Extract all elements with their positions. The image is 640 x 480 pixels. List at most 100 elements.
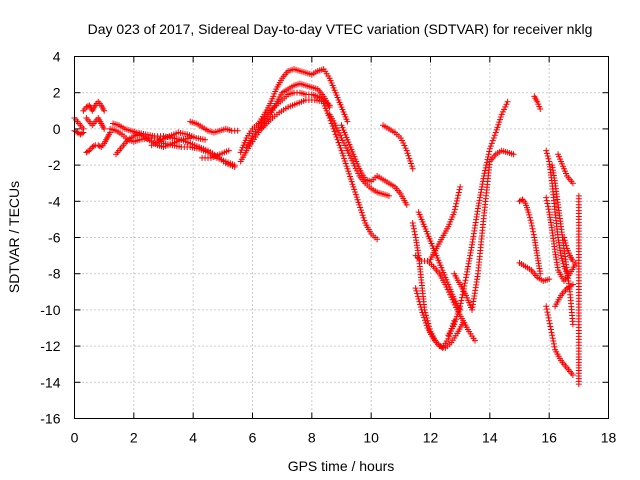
data-point-marker (526, 211, 533, 218)
data-point-marker (545, 314, 552, 321)
x-tick-label: 16 (541, 430, 557, 446)
y-tick-label: 0 (53, 121, 61, 137)
data-point-marker (344, 118, 351, 125)
data-point-marker (502, 103, 509, 110)
data-point-marker (455, 189, 462, 196)
data-point-marker (461, 280, 468, 287)
data-point-marker (346, 152, 353, 159)
y-tick-label: -12 (40, 338, 60, 354)
data-point-marker (334, 127, 341, 134)
data-point-marker (414, 293, 421, 300)
data-point-marker (451, 209, 458, 216)
data-point-marker (374, 236, 381, 243)
data-point-marker (422, 319, 429, 326)
data-point-marker (561, 234, 567, 241)
data-point-marker (489, 137, 496, 144)
data-point-marker (544, 203, 551, 210)
data-point-marker (331, 128, 338, 135)
x-tick-label: 18 (601, 430, 617, 446)
x-tick-label: 4 (189, 430, 197, 446)
data-point-marker (543, 147, 550, 154)
data-point-marker (333, 134, 340, 141)
y-tick-label: 4 (53, 49, 61, 65)
data-point-marker (453, 200, 460, 207)
data-point-marker (421, 314, 428, 321)
data-point-marker (419, 309, 426, 316)
data-point-marker (452, 203, 459, 210)
data-point-marker (575, 381, 582, 388)
data-point-marker (544, 200, 551, 207)
data-point-marker (96, 143, 103, 150)
data-point-marker (543, 306, 550, 313)
data-point-marker (417, 301, 424, 308)
data-point-marker (418, 306, 425, 313)
data-point-marker (497, 116, 504, 123)
data-point-marker (423, 322, 430, 329)
data-point-marker (530, 228, 537, 235)
data-point-marker (353, 194, 360, 201)
data-point-marker (339, 150, 346, 157)
data-point-marker (90, 143, 97, 150)
data-point-marker (407, 157, 414, 164)
data-point-marker (360, 214, 367, 221)
data-point-marker (546, 317, 553, 324)
data-point-marker (343, 145, 350, 152)
data-point-marker (458, 297, 465, 304)
data-point-marker (569, 281, 576, 288)
data-point-marker (487, 143, 494, 150)
data-point-marker (543, 303, 550, 310)
data-point-marker (545, 155, 552, 162)
data-point-marker (472, 337, 478, 344)
data-point-marker (457, 300, 464, 307)
data-point-marker (352, 191, 359, 198)
axis-ticks: 0 2 4 6 8 10 12 14 16 18 -16 -14 -12 -10 -8 -6 -4 -2 0 2 4 (40, 49, 616, 446)
data-point-marker (404, 150, 411, 157)
data-point-marker (345, 168, 352, 175)
data-point-marker (547, 326, 554, 333)
data-point-marker (454, 195, 461, 202)
data-point-marker (406, 155, 413, 162)
data-point-marker (451, 206, 458, 213)
data-point-marker (333, 124, 340, 131)
data-point-marker (549, 335, 556, 342)
data-point-marker (497, 114, 504, 121)
data-point-marker (334, 136, 341, 143)
data-point-marker (569, 372, 576, 379)
data-point-marker (457, 303, 464, 310)
data-point-marker (485, 153, 492, 160)
y-tick-label: -14 (40, 374, 60, 390)
data-point-marker (537, 105, 544, 112)
data-point-marker (510, 151, 517, 158)
data-point-marker (349, 181, 356, 188)
data-point-marker (493, 126, 500, 133)
data-point-marker (342, 142, 349, 149)
data-point-marker (550, 340, 557, 347)
data-point-marker (337, 132, 344, 139)
data-point-marker (330, 125, 337, 132)
data-point-marker (501, 106, 508, 113)
data-point-marker (460, 319, 467, 326)
data-point-marker (563, 242, 570, 249)
data-point-marker (358, 209, 365, 216)
data-point-marker (551, 343, 558, 350)
data-point-marker (202, 136, 209, 143)
data-point-marker (546, 276, 553, 283)
data-point-marker (543, 150, 550, 157)
data-point-marker (344, 165, 351, 172)
data-point-marker (326, 102, 333, 109)
data-point-marker (549, 332, 556, 339)
y-tick-label: -10 (40, 302, 60, 318)
data-point-marker (342, 160, 349, 167)
data-point-marker (402, 145, 409, 152)
data-point-marker (491, 132, 498, 139)
data-point-marker (569, 321, 576, 328)
data-point-marker (544, 153, 551, 160)
data-point-marker (409, 165, 416, 172)
data-point-marker (231, 163, 238, 170)
data-point-marker (558, 255, 565, 262)
x-tick-label: 6 (249, 430, 257, 446)
data-point-marker (340, 152, 347, 159)
data-point-marker (486, 145, 493, 152)
data-point-marker (357, 207, 364, 214)
data-point-marker (84, 148, 91, 155)
